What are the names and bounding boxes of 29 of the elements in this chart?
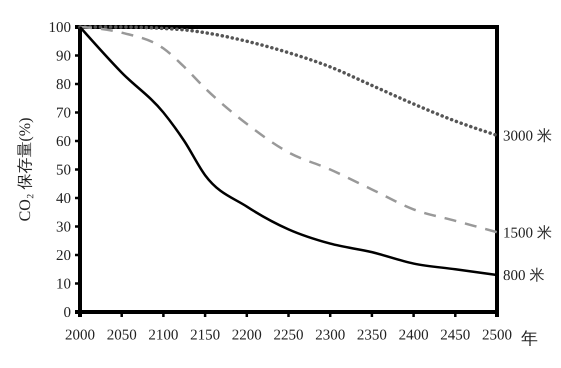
x-tick-label: 2150 [190,328,220,344]
x-tick-label: 2000 [65,328,95,344]
series-label: 3000 米 [503,128,552,145]
line-series [78,26,498,234]
y-tick-label: 10 [56,276,71,292]
x-tick-label: 2050 [106,328,137,344]
y-tick-label: 100 [48,20,71,36]
x-tick-label: 2300 [315,328,346,344]
series-label: 1500 米 [503,224,552,242]
series-label: 800 米 [503,267,544,284]
line-series [78,25,499,138]
y-tick-label: 60 [56,134,71,150]
y-tick-label: 50 [56,162,71,178]
x-tick-label: 2500 [482,328,512,344]
y-axis-title: CO₂ 保存量(%) [17,118,34,222]
x-tick-label: 2200 [232,328,262,344]
y-tick-label: 80 [56,76,71,93]
y-tick-label: 20 [56,248,71,264]
y-tick-label: 30 [56,219,71,236]
x-tick-label: 2250 [274,328,304,344]
x-tick-label: 2100 [148,328,178,344]
x-tick-label: 2450 [440,328,470,344]
y-tick-label: 70 [56,105,71,122]
y-tick-label: 40 [56,190,71,207]
y-tick-label: 90 [56,48,71,64]
x-tick-label: 2350 [356,328,387,344]
y-tick-label: 0 [64,304,71,321]
x-axis-title: 年 [521,329,538,348]
x-tick-label: 2400 [398,328,429,344]
